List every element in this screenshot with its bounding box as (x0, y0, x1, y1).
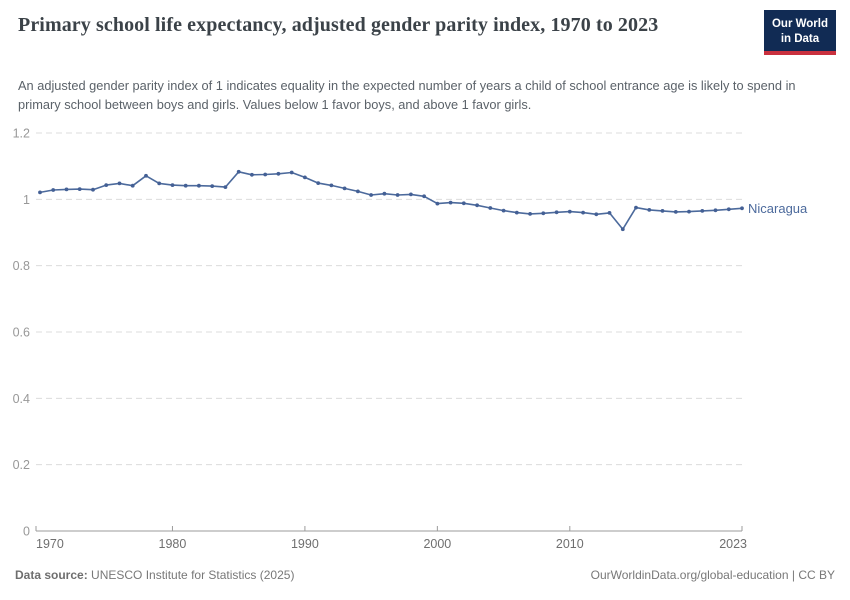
data-point-2001[interactable] (448, 200, 453, 205)
data-point-2013[interactable] (607, 211, 612, 215)
data-point-2023[interactable] (740, 206, 744, 211)
data-point-1983[interactable] (210, 184, 215, 189)
data-point-2010[interactable] (567, 209, 572, 214)
data-point-2009[interactable] (554, 210, 559, 215)
data-source-text: UNESCO Institute for Statistics (2025) (87, 568, 295, 582)
y-axis-tick-label: 0.6 (13, 326, 30, 340)
data-point-1990[interactable] (303, 175, 307, 180)
data-point-2015[interactable] (634, 205, 638, 210)
x-axis-tick-label: 2010 (556, 537, 584, 551)
data-point-2021[interactable] (713, 208, 718, 213)
data-point-1998[interactable] (409, 192, 413, 197)
y-axis-tick-label: 0.8 (13, 259, 30, 273)
data-point-2017[interactable] (660, 209, 665, 213)
data-point-1975[interactable] (104, 183, 109, 188)
data-point-1986[interactable] (250, 172, 254, 177)
owid-logo-line1: Our World (771, 18, 828, 30)
data-point-2012[interactable] (594, 212, 599, 217)
data-point-2011[interactable] (581, 210, 585, 215)
y-axis-tick-label: 1 (23, 193, 30, 207)
data-point-2020[interactable] (700, 209, 705, 213)
x-axis-tick-label: 2000 (423, 537, 451, 551)
x-axis-tick-label: 1970 (36, 537, 64, 551)
owid-url-license[interactable]: OurWorldinData.org/global-education | CC… (590, 568, 835, 582)
data-point-2006[interactable] (514, 210, 519, 215)
x-axis-tick-label: 1990 (291, 537, 319, 551)
trend-line[interactable] (39, 171, 743, 230)
data-source-note: Data source: UNESCO Institute for Statis… (15, 568, 294, 582)
data-point-1988[interactable] (276, 171, 281, 176)
data-point-1997[interactable] (395, 193, 400, 197)
data-point-1980[interactable] (170, 183, 175, 188)
chart-footer: Data source: UNESCO Institute for Statis… (15, 568, 835, 582)
y-axis-tick-label: 0.4 (13, 392, 30, 406)
owid-logo[interactable]: Our World in Data (763, 10, 836, 55)
y-axis-tick-label: 0 (23, 525, 30, 539)
data-point-1971[interactable] (51, 188, 56, 192)
data-point-2008[interactable] (541, 211, 546, 216)
data-point-2007[interactable] (528, 212, 532, 216)
data-point-2019[interactable] (687, 209, 691, 214)
data-point-1992[interactable] (329, 183, 334, 188)
data-point-1973[interactable] (77, 187, 82, 192)
data-point-1984[interactable] (223, 185, 228, 190)
data-point-2018[interactable] (673, 210, 678, 214)
data-point-1970[interactable] (38, 190, 42, 195)
data-point-2002[interactable] (461, 201, 466, 206)
data-point-1981[interactable] (183, 183, 188, 188)
data-point-1989[interactable] (289, 170, 294, 175)
y-axis-tick-label: 0.2 (13, 458, 30, 472)
data-point-1987[interactable] (263, 172, 268, 177)
data-point-1979[interactable] (157, 181, 162, 186)
data-point-1994[interactable] (356, 189, 360, 194)
data-point-1985[interactable] (236, 169, 241, 174)
data-point-1995[interactable] (369, 193, 373, 197)
data-point-1982[interactable] (197, 183, 201, 188)
data-point-1976[interactable] (117, 181, 122, 186)
data-point-1991[interactable] (316, 181, 321, 186)
data-point-1999[interactable] (422, 194, 426, 199)
data-source-label: Data source: (15, 568, 88, 582)
data-point-1974[interactable] (91, 187, 95, 192)
data-point-2000[interactable] (435, 201, 440, 206)
data-point-2005[interactable] (501, 208, 506, 213)
owid-logo-line2: in Data (780, 32, 820, 45)
data-point-2014[interactable] (620, 227, 625, 232)
data-point-1996[interactable] (382, 191, 387, 196)
data-point-1972[interactable] (64, 187, 69, 192)
x-axis-tick-label: 2023 (719, 537, 747, 551)
data-point-2003[interactable] (475, 203, 479, 208)
data-point-1993[interactable] (342, 186, 347, 191)
page-title: Primary school life expectancy, adjusted… (18, 14, 659, 36)
y-axis-tick-label: 1.2 (13, 127, 30, 141)
data-point-2016[interactable] (647, 208, 652, 212)
x-axis-tick-label: 1980 (159, 537, 187, 551)
data-point-2004[interactable] (488, 206, 493, 210)
data-point-1978[interactable] (144, 173, 148, 178)
data-point-2022[interactable] (726, 207, 731, 212)
series-label-nicaragua[interactable]: Nicaragua (748, 201, 808, 216)
chart-subtitle: An adjusted gender parity index of 1 ind… (18, 78, 796, 113)
data-point-1977[interactable] (130, 183, 135, 188)
